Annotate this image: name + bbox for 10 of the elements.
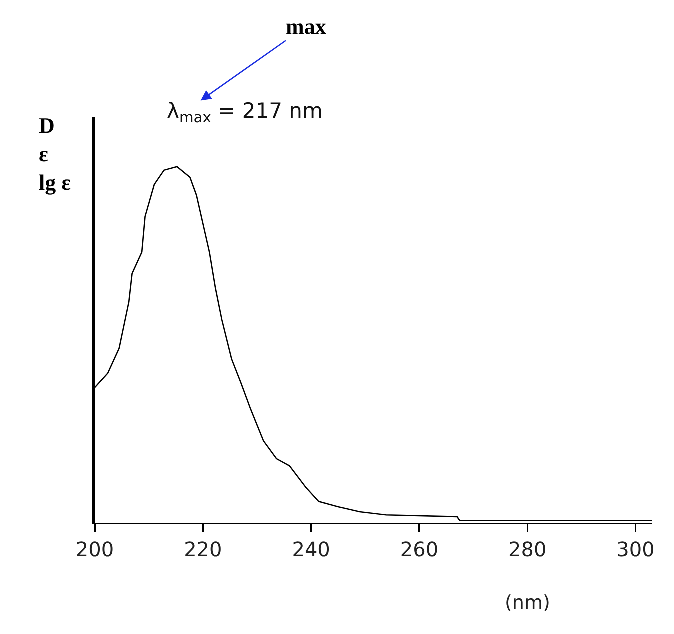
x-tick-label: 260 bbox=[400, 538, 439, 562]
y-axis-title: D ε lg ε bbox=[39, 113, 72, 196]
text: max bbox=[286, 14, 326, 39]
x-axis-title: (nm) bbox=[505, 592, 550, 614]
x-tick-label: 280 bbox=[508, 538, 547, 562]
x-tick-label: 300 bbox=[616, 538, 655, 562]
text: λ$_{max}$ = 217 nm bbox=[167, 99, 323, 126]
x-tick-label: 240 bbox=[292, 538, 330, 562]
x-tick-label: 200 bbox=[76, 538, 114, 562]
x-tick-label: 220 bbox=[184, 538, 222, 562]
